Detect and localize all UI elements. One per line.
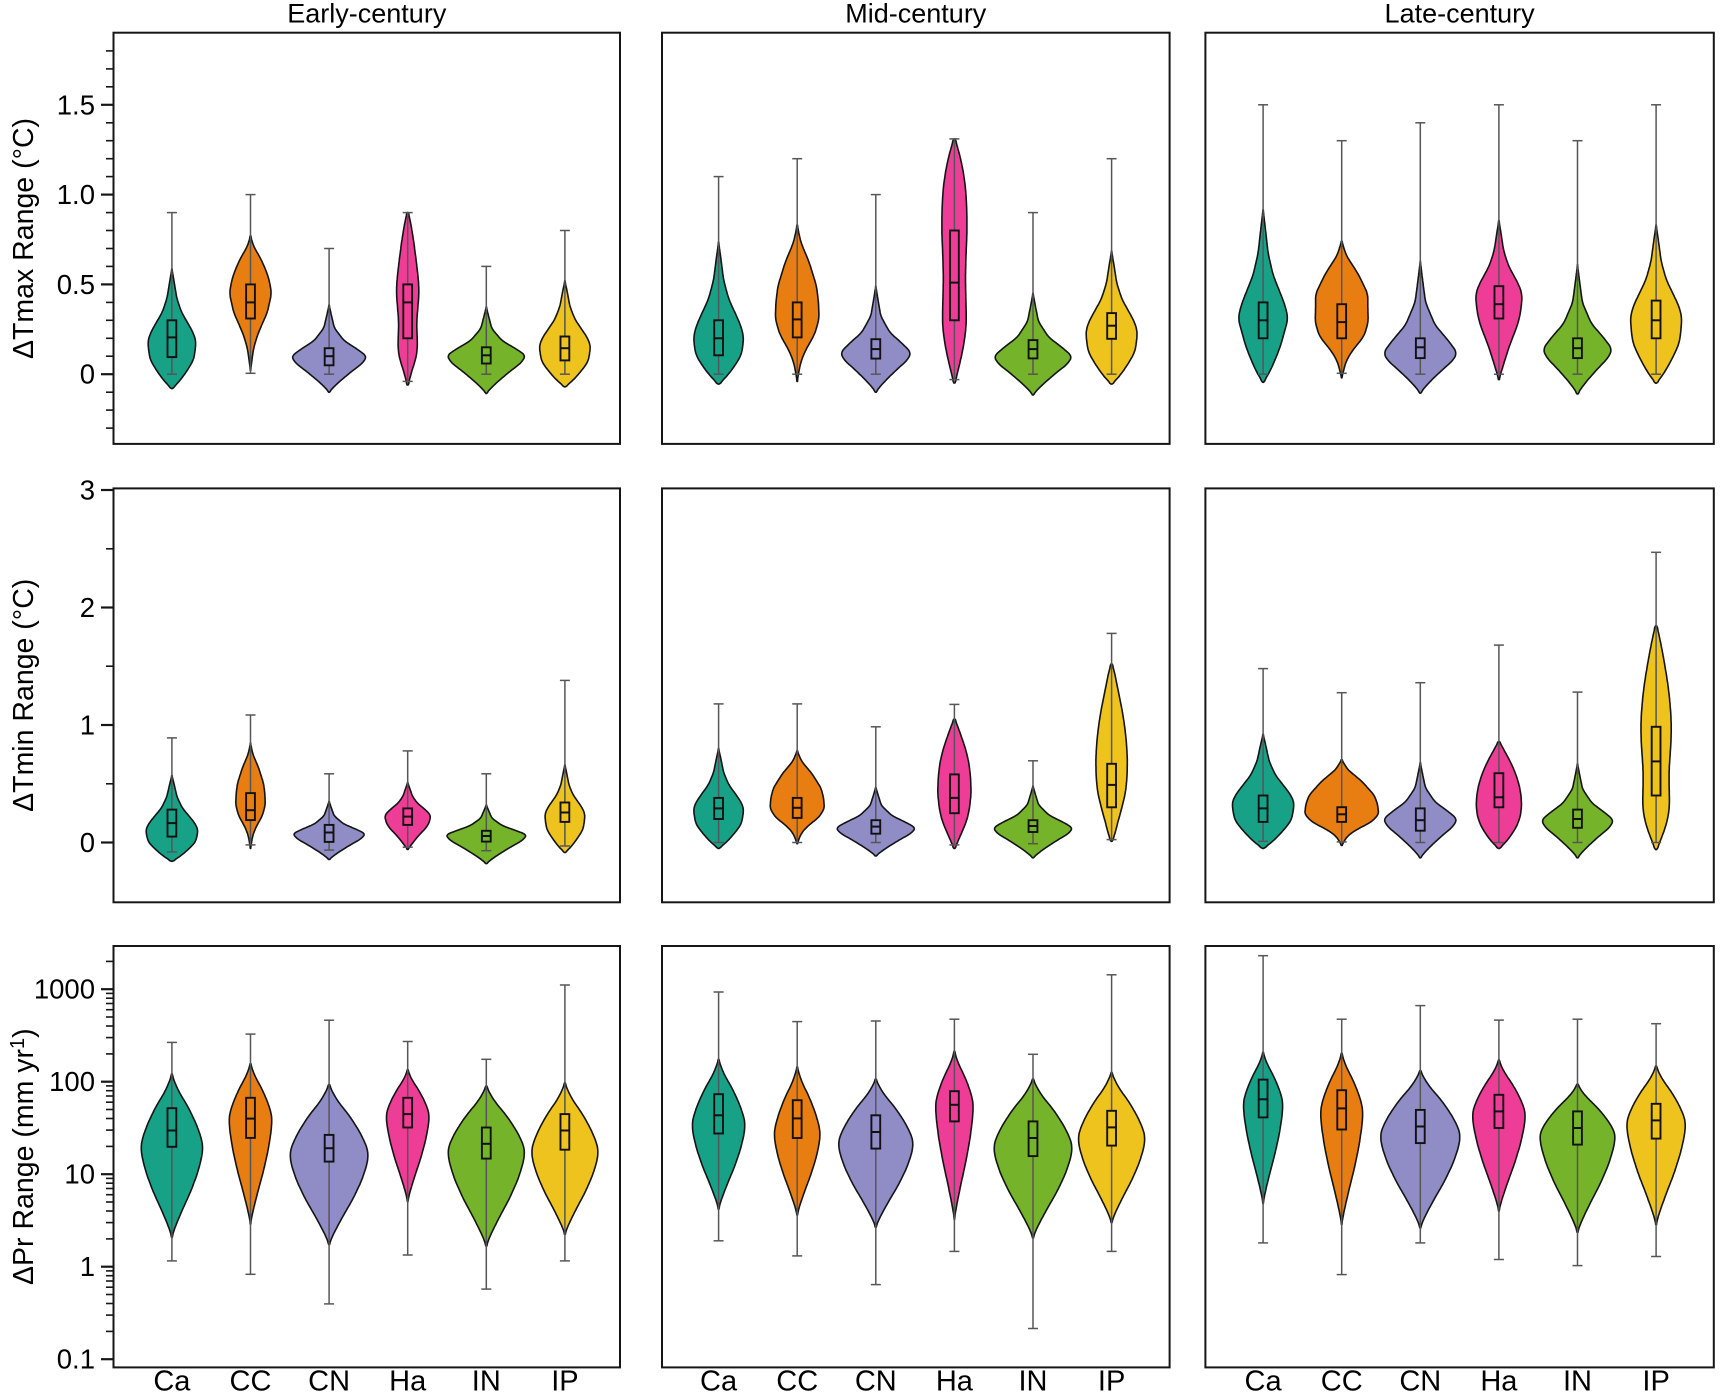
svg-text:ΔTmin Range (°C): ΔTmin Range (°C): [8, 579, 40, 812]
svg-text:IN: IN: [472, 1366, 501, 1395]
svg-text:Late-century: Late-century: [1385, 0, 1536, 29]
svg-text:0: 0: [80, 827, 95, 858]
svg-text:3: 3: [80, 475, 95, 506]
svg-text:2: 2: [80, 592, 95, 623]
svg-text:1.5: 1.5: [57, 89, 95, 120]
svg-text:Ca: Ca: [153, 1366, 191, 1395]
svg-text:1000: 1000: [34, 974, 95, 1005]
svg-text:IP: IP: [1098, 1366, 1125, 1395]
svg-text:CN: CN: [1399, 1366, 1441, 1395]
svg-text:Ca: Ca: [1245, 1366, 1283, 1395]
svg-text:IN: IN: [1019, 1366, 1048, 1395]
svg-text:ΔTmax Range (°C): ΔTmax Range (°C): [8, 118, 40, 359]
svg-text:CC: CC: [1321, 1366, 1363, 1395]
svg-text:IP: IP: [1642, 1366, 1669, 1395]
svg-text:CC: CC: [776, 1366, 818, 1395]
svg-text:IP: IP: [551, 1366, 578, 1395]
svg-text:IN: IN: [1563, 1366, 1592, 1395]
svg-text:CN: CN: [855, 1366, 897, 1395]
svg-text:100: 100: [49, 1066, 95, 1097]
svg-text:1: 1: [80, 1251, 95, 1282]
svg-text:CN: CN: [308, 1366, 350, 1395]
svg-text:ΔPr Range (mm yr1): ΔPr Range (mm yr1): [7, 1028, 40, 1285]
svg-text:10: 10: [64, 1159, 95, 1190]
svg-text:1.0: 1.0: [57, 179, 95, 210]
svg-text:Early-century: Early-century: [287, 0, 447, 29]
svg-text:Ha: Ha: [936, 1366, 974, 1395]
svg-text:Ha: Ha: [1480, 1366, 1518, 1395]
svg-text:Ha: Ha: [389, 1366, 427, 1395]
svg-text:0: 0: [80, 359, 95, 390]
svg-text:0.5: 0.5: [57, 269, 95, 300]
svg-text:CC: CC: [230, 1366, 272, 1395]
svg-text:1: 1: [80, 710, 95, 741]
svg-text:0.1: 0.1: [57, 1344, 95, 1375]
svg-text:Mid-century: Mid-century: [845, 0, 987, 29]
svg-text:Ca: Ca: [700, 1366, 738, 1395]
